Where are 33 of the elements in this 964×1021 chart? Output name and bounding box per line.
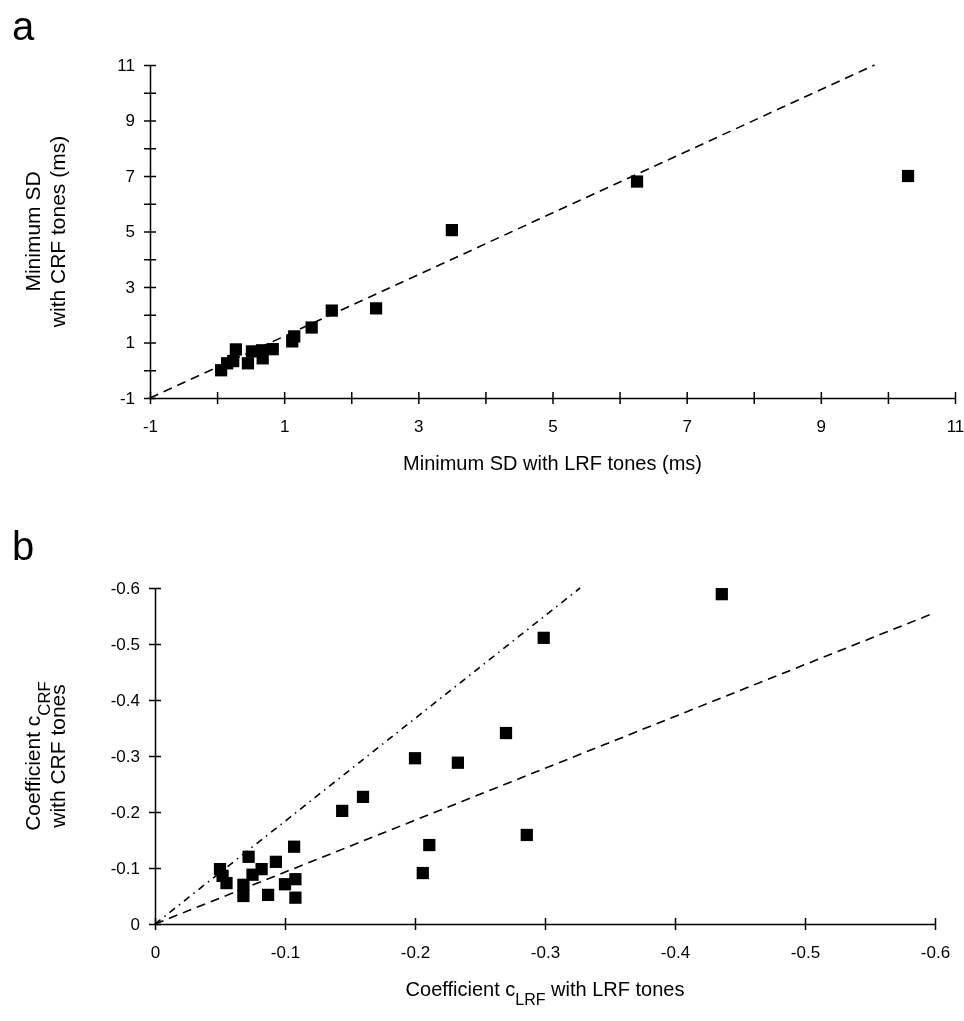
y-tick-label: -0.6 xyxy=(110,578,140,598)
y-tick-label: -0.4 xyxy=(110,690,140,710)
x-tick-label: -0.3 xyxy=(530,942,561,962)
x-tick-label: 1 xyxy=(279,416,290,436)
x-tick-label: -0.1 xyxy=(270,942,301,962)
y-tick-label: -1 xyxy=(119,388,135,408)
y-tick-label: -0.1 xyxy=(110,858,140,878)
x-tick-label: -0.2 xyxy=(400,942,431,962)
x-tick-label: -1 xyxy=(142,416,159,436)
y-tick-label: 1 xyxy=(125,333,135,353)
y-tick-label: 7 xyxy=(125,166,135,186)
chart-title: b xyxy=(12,524,35,568)
y-tick-label: 0 xyxy=(130,914,140,934)
x-tick-label: -0.4 xyxy=(660,942,691,962)
x-tick-label: 5 xyxy=(548,416,558,436)
y-tick-label: 11 xyxy=(117,55,135,75)
x-axis-title: Minimum SD with LRF tones (ms) xyxy=(403,452,702,474)
chart-title: a xyxy=(12,4,35,48)
y-tick-label: -0.5 xyxy=(110,634,140,654)
x-axis-title: Coefficient c$_{LRF}$ with LRF tones xyxy=(405,978,685,1008)
x-tick-label: 3 xyxy=(414,416,424,436)
y-tick-label: 3 xyxy=(125,277,135,297)
y-tick-label: -0.2 xyxy=(110,802,140,822)
x-tick-label: -0.5 xyxy=(790,942,821,962)
y-tick-label: 5 xyxy=(125,222,135,242)
x-tick-label: 7 xyxy=(682,416,692,436)
x-tick-label: 11 xyxy=(946,416,964,436)
x-tick-label: 9 xyxy=(816,416,827,436)
y-axis-title: Minimum SD with CRF tones (ms) xyxy=(21,135,69,329)
x-tick-label: -0.6 xyxy=(920,942,951,962)
y-tick-label: -0.3 xyxy=(110,746,140,766)
x-tick-label: 0 xyxy=(150,942,161,962)
y-tick-label: 9 xyxy=(125,111,135,131)
